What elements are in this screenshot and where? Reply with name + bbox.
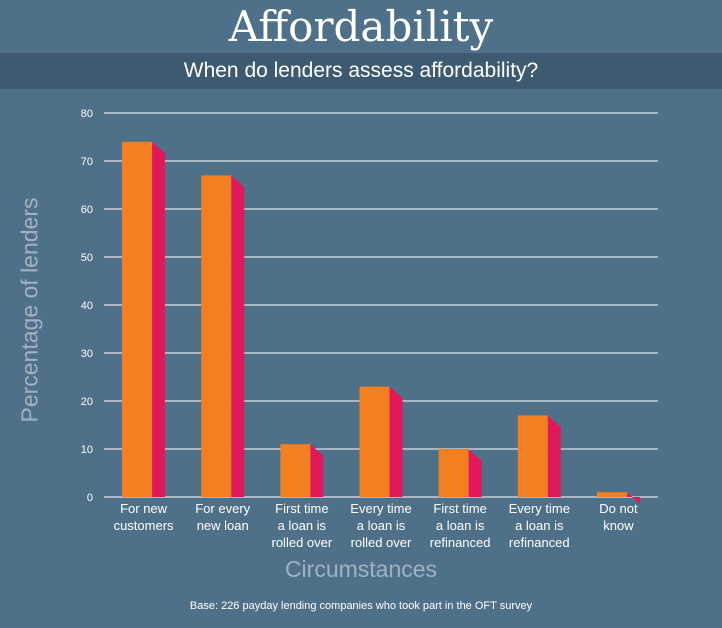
y-tick-label: 60: [81, 204, 93, 216]
x-tick-label: new loan: [197, 518, 249, 533]
x-tick-label: Every time: [509, 501, 570, 516]
x-tick-label: know: [603, 518, 634, 533]
x-tick-label: a loan is: [278, 518, 327, 533]
x-tick-label: Every time: [350, 501, 411, 516]
y-tick-label: 40: [81, 300, 93, 312]
bar-side: [626, 492, 640, 504]
x-tick-label: a loan is: [357, 518, 406, 533]
subtitle-banner: When do lenders assess affordability?: [0, 53, 722, 89]
x-tick-label: a loan is: [436, 518, 485, 533]
x-tick-label: For new: [120, 501, 168, 516]
y-tick-label: 50: [81, 252, 93, 264]
x-tick-label: rolled over: [272, 535, 333, 550]
page-title: Affordability: [228, 2, 494, 51]
bar-side: [547, 415, 561, 497]
x-tick-label: refinanced: [509, 535, 570, 550]
bar: [201, 175, 232, 497]
x-tick-label: First time: [433, 501, 486, 516]
bar: [517, 415, 548, 497]
chart-subtitle: When do lenders assess affordability?: [183, 59, 539, 82]
x-tick-label: First time: [275, 501, 328, 516]
bar: [438, 449, 469, 497]
x-tick-label: Do not: [599, 501, 638, 516]
y-tick-label: 80: [81, 108, 93, 120]
x-tick-label: refinanced: [430, 535, 491, 550]
x-tick-label: rolled over: [351, 535, 412, 550]
x-tick-label: For every: [195, 501, 250, 516]
y-axis-label: Percentage of lenders: [16, 197, 43, 423]
x-tick-label: customers: [114, 518, 174, 533]
y-tick-label: 10: [81, 444, 93, 456]
x-axis-label: Circumstances: [284, 556, 438, 582]
bar: [596, 492, 627, 497]
bar-side: [468, 449, 482, 497]
bar-side: [231, 175, 245, 497]
bar-side: [152, 141, 166, 498]
footnote: Base: 226 payday lending companies who t…: [189, 600, 533, 612]
y-tick-label: 70: [81, 156, 93, 168]
x-tick-label: a loan is: [515, 518, 564, 533]
y-tick-label: 20: [81, 396, 93, 408]
bar: [122, 141, 153, 498]
bar-side: [389, 386, 403, 497]
y-tick-label: 30: [81, 348, 93, 360]
bar-side: [310, 444, 324, 497]
bar: [280, 444, 311, 497]
y-tick-label: 0: [87, 492, 93, 504]
bar: [359, 386, 390, 497]
